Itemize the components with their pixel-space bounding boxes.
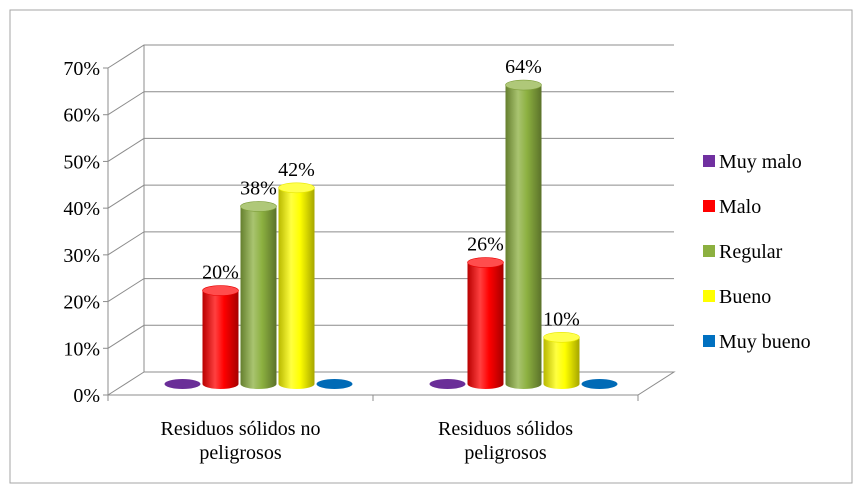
legend-swatch — [703, 200, 715, 212]
data-label: 10% — [543, 308, 580, 330]
bar-body — [278, 187, 315, 389]
bar-muy-bueno — [581, 379, 618, 389]
bar-top — [467, 257, 504, 268]
bar-zero-cap — [164, 379, 201, 389]
bar-top — [240, 201, 277, 212]
bar-body — [543, 337, 580, 389]
data-label: 38% — [240, 177, 277, 199]
legend-item-malo: Malo — [703, 196, 761, 218]
bar-top — [543, 331, 580, 343]
legend-swatch — [703, 155, 715, 167]
y-tick-label: 30% — [63, 245, 100, 267]
bar-muy-bueno — [316, 379, 353, 389]
bar-zero-cap — [581, 379, 618, 389]
bar-malo — [202, 285, 239, 389]
x-category-label: Residuos sólidos no peligrosos — [160, 418, 320, 464]
bar-zero-cap — [316, 379, 353, 389]
legend-swatch — [703, 290, 715, 302]
gridline — [107, 184, 674, 209]
data-label: 42% — [278, 159, 315, 181]
x-category-label: Residuos sólidos peligrosos — [438, 418, 573, 464]
legend-item-muy-malo: Muy malo — [703, 151, 802, 173]
gridline — [107, 91, 674, 116]
bar-regular — [240, 201, 277, 389]
bar-top — [202, 285, 239, 296]
bar-top — [505, 79, 542, 91]
y-tick-label: 20% — [63, 292, 100, 314]
legend-item-bueno: Bueno — [703, 286, 771, 308]
legend-label: Muy bueno — [719, 331, 811, 353]
bar-zero-cap — [429, 379, 466, 389]
y-tick-label: 50% — [63, 151, 100, 173]
bar-malo — [467, 257, 504, 389]
y-tick-label: 60% — [63, 105, 100, 127]
legend-label: Malo — [719, 196, 761, 218]
data-label: 64% — [505, 56, 542, 78]
y-tick-label: 70% — [63, 58, 100, 80]
legend-label: Regular — [719, 241, 783, 263]
bar-bueno — [278, 182, 315, 389]
bar-bueno — [543, 331, 580, 389]
legend-label: Bueno — [719, 286, 771, 308]
bar-body — [202, 290, 239, 389]
y-tick-label: 10% — [63, 338, 100, 360]
y-tick-label: 40% — [63, 198, 100, 220]
bar-muy-malo — [429, 379, 466, 389]
legend-swatch — [703, 245, 715, 257]
gridline — [107, 44, 674, 69]
data-label: 20% — [202, 262, 239, 284]
bar-body — [505, 85, 542, 390]
legend-label: Muy malo — [719, 151, 802, 173]
legend-item-regular: Regular — [703, 241, 783, 263]
bar-muy-malo — [164, 379, 201, 389]
y-tick-label: 0% — [73, 385, 100, 407]
bar-body — [467, 262, 504, 389]
legend-item-muy-bueno: Muy bueno — [703, 331, 811, 353]
bar-body — [240, 206, 277, 389]
gridline — [107, 231, 674, 256]
bar-regular — [505, 79, 542, 390]
data-label: 26% — [467, 234, 504, 256]
legend-swatch — [703, 335, 715, 347]
gridline — [107, 137, 674, 162]
bar-top — [278, 182, 315, 194]
